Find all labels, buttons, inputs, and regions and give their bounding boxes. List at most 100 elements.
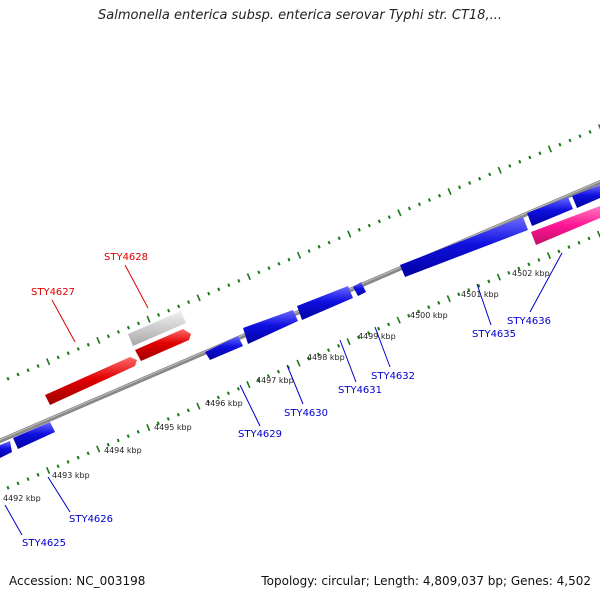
lower-tick (216, 395, 220, 400)
leader-lines (4, 252, 563, 536)
upper-tick (497, 166, 502, 174)
lower-tick (487, 279, 491, 284)
upper-tick (6, 376, 10, 381)
upper-tick (458, 185, 462, 190)
upper-tick (187, 300, 191, 305)
leader-sty4630 (286, 364, 304, 405)
reverse-genes (205, 185, 600, 360)
gene-blue-right-1 (527, 197, 573, 226)
upper-tick (528, 155, 532, 160)
leader-sty4627 (51, 299, 76, 343)
lower-tick (446, 295, 451, 303)
kbp-label-4492: 4492 kbp (3, 494, 41, 503)
leader-sty4635 (476, 283, 492, 326)
upper-tick (588, 130, 592, 134)
lower-tick (186, 408, 190, 413)
lower-tick (236, 387, 240, 391)
gene-sty4631 (297, 286, 353, 320)
lower-tick (246, 380, 251, 389)
gene-sty4629 (205, 336, 243, 360)
lower-tick (316, 352, 321, 357)
leader-sty4631 (339, 339, 357, 383)
upper-tick (508, 164, 512, 168)
lower-tick (96, 445, 101, 453)
lower-tick (166, 417, 170, 421)
lower-tick (357, 335, 361, 340)
leader-sty4636 (529, 252, 563, 313)
lower-tick (76, 455, 80, 460)
map-title: Salmonella enterica subsp. enterica sero… (98, 8, 502, 23)
gene-blue-right-2 (572, 185, 600, 208)
kbp-label-4502: 4502 kbp (512, 269, 550, 278)
upper-tick (267, 266, 271, 270)
lower-tick (6, 485, 10, 490)
gene-label-sty4632: STY4632 (371, 371, 415, 382)
tick-row-lower (0, 230, 600, 495)
lower-tick (206, 399, 210, 404)
lower-tick (266, 374, 271, 378)
accession-text: Accession: NC_003198 (9, 574, 146, 588)
lower-tick (156, 421, 160, 426)
tick-row-upper (0, 124, 600, 386)
lower-tick (427, 305, 431, 310)
upper-tick (347, 230, 352, 238)
upper-tick (558, 142, 562, 147)
upper-tick (357, 227, 361, 232)
lower-tick (587, 236, 591, 241)
upper-tick (126, 325, 131, 330)
gene-label-sty4628: STY4628 (104, 252, 148, 263)
lower-tick (66, 460, 70, 464)
kbp-label-4498: 4498 kbp (307, 353, 345, 362)
upper-tick (287, 257, 291, 262)
lower-tick (387, 322, 391, 327)
upper-tick (547, 145, 553, 153)
upper-tick (167, 308, 171, 313)
lower-tick (136, 429, 140, 434)
lower-tick (477, 283, 481, 288)
lower-tick (567, 245, 571, 249)
upper-tick (538, 151, 542, 156)
lower-tick (176, 412, 180, 417)
gene-label-sty4627: STY4627 (31, 287, 75, 298)
leader-sty4625 (4, 504, 23, 536)
upper-tick (257, 270, 261, 275)
lower-tick (106, 442, 110, 447)
upper-tick (317, 244, 321, 249)
kbp-labels: 4492 kbp 4493 kbp 4494 kbp 4495 kbp 4496… (3, 269, 550, 503)
upper-tick (227, 283, 231, 287)
leader-sty4629 (239, 384, 261, 427)
upper-tick (568, 138, 572, 143)
lower-tick (346, 338, 351, 346)
lower-tick (577, 240, 581, 245)
kbp-label-4501: 4501 kbp (461, 290, 499, 299)
upper-tick (468, 181, 472, 185)
upper-tick (56, 355, 60, 360)
lower-tick (546, 252, 552, 260)
gene-label-sty4636: STY4636 (507, 316, 551, 327)
lower-tick (537, 258, 541, 262)
lower-tick (417, 309, 421, 314)
upper-tick (26, 368, 30, 373)
genome-summary-text: Topology: circular; Length: 4,809,037 bp… (261, 574, 591, 588)
gene-sty4627 (45, 357, 137, 405)
lower-tick (507, 270, 511, 275)
gene-labels: STY4625 STY4626 STY4627 STY4628 STY4629 … (22, 252, 551, 549)
lower-tick (377, 326, 381, 331)
leader-sty4632 (374, 326, 391, 368)
upper-tick (478, 176, 482, 181)
gene-sty4630 (243, 310, 298, 344)
upper-tick (146, 315, 151, 323)
gene-label-sty4625: STY4625 (22, 538, 66, 549)
lower-tick (457, 292, 461, 297)
gene-pseudo (128, 311, 186, 346)
upper-tick (578, 134, 582, 138)
lower-tick (296, 359, 301, 367)
upper-tick (407, 206, 412, 211)
upper-tick (518, 159, 522, 164)
lower-tick (196, 402, 201, 410)
lower-tick (467, 288, 471, 292)
upper-tick (86, 342, 90, 347)
upper-tick (296, 251, 302, 259)
kbp-label-4497: 4497 kbp (256, 376, 294, 385)
upper-tick (246, 273, 251, 281)
